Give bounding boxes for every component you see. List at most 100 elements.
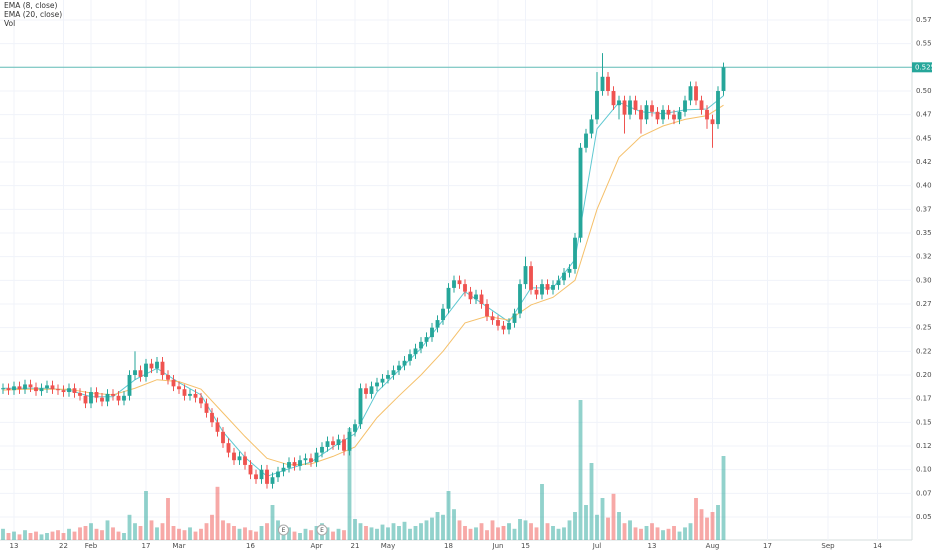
volume-bar xyxy=(144,491,148,540)
candle-body xyxy=(72,388,77,393)
volume-bar xyxy=(292,531,297,540)
volume-bar xyxy=(584,505,588,540)
candle-body xyxy=(83,395,88,404)
candle-body xyxy=(78,392,82,396)
candle-body xyxy=(716,90,720,125)
volume-bar xyxy=(94,528,99,540)
candle-body xyxy=(336,439,341,446)
y-tick-label: 0.400 xyxy=(916,182,932,190)
volume-bar xyxy=(358,523,363,540)
volume-bar xyxy=(441,514,445,540)
candle-body xyxy=(116,395,121,401)
x-tick-label: Jul xyxy=(592,542,602,550)
volume-bar xyxy=(485,530,489,540)
candle-body xyxy=(34,387,38,392)
candle-body xyxy=(501,325,506,330)
candle-body xyxy=(342,439,346,451)
candle-body xyxy=(705,109,709,120)
candle-body xyxy=(270,477,275,484)
x-tick-label: 17 xyxy=(763,542,772,550)
volume-bar xyxy=(56,530,60,540)
x-tick-label: May xyxy=(381,542,395,550)
candle-body xyxy=(100,397,104,402)
candle-body xyxy=(666,109,671,115)
candle-body xyxy=(94,392,99,398)
volume-bar xyxy=(705,517,709,540)
y-tick-label: 0.175 xyxy=(916,395,932,403)
candle-body xyxy=(600,76,605,91)
volume-bar xyxy=(116,531,121,540)
candle-body xyxy=(309,458,313,463)
y-tick-label: 0.350 xyxy=(916,229,932,237)
volume-bar xyxy=(419,523,423,540)
volume-bar xyxy=(529,523,533,540)
y-tick-label: 0.075 xyxy=(916,489,932,497)
volume-bar xyxy=(287,527,291,540)
volume-bar xyxy=(188,527,192,540)
volume-bar xyxy=(721,456,726,540)
volume-bar xyxy=(424,520,429,540)
volume-bar xyxy=(716,505,720,540)
volume-bar xyxy=(276,520,280,540)
volume-bar xyxy=(182,530,187,540)
volume-bar xyxy=(639,528,643,540)
volume-bar xyxy=(556,528,561,540)
event-label: E xyxy=(320,527,324,534)
candle-body xyxy=(644,105,649,120)
volume-bar xyxy=(386,527,390,540)
candle-body xyxy=(655,111,660,120)
volume-bar xyxy=(34,531,38,540)
volume-bar xyxy=(199,528,203,540)
candle-body xyxy=(397,365,401,371)
candle-body xyxy=(375,382,379,387)
volume-bar xyxy=(617,512,621,540)
volume-bar xyxy=(457,520,462,540)
x-tick-label: 13 xyxy=(648,542,657,550)
volume-bar xyxy=(314,526,319,540)
candle-body xyxy=(353,424,357,432)
volume-bar xyxy=(633,527,638,540)
volume-bar xyxy=(138,526,143,540)
candle-layer xyxy=(1,53,726,489)
candle-body xyxy=(182,389,187,396)
volume-bar xyxy=(177,528,181,540)
volume-bar xyxy=(61,533,66,540)
legend-entry: Vol xyxy=(4,19,15,28)
volume-bar xyxy=(369,527,374,540)
x-tick-label: 14 xyxy=(873,542,882,550)
candle-body xyxy=(523,266,528,285)
candle-body xyxy=(50,385,55,390)
candle-body xyxy=(89,392,93,404)
volume-bar xyxy=(523,520,528,540)
candle-body xyxy=(243,456,247,465)
volume-bar xyxy=(562,527,566,540)
candle-body xyxy=(386,374,390,379)
volume-bar xyxy=(490,520,495,540)
volume-bar xyxy=(435,512,440,540)
candle-body xyxy=(413,348,418,355)
candle-body xyxy=(650,105,654,112)
candle-body xyxy=(622,100,627,115)
volume-bar xyxy=(254,531,258,540)
candle-body xyxy=(694,86,698,101)
volume-bar xyxy=(364,526,368,540)
candle-body xyxy=(672,114,676,120)
y-tick-label: 0.300 xyxy=(916,276,932,284)
volume-bar xyxy=(6,533,11,540)
candle-body xyxy=(61,390,66,393)
x-tick-label: 18 xyxy=(444,542,453,550)
y-tick-label: 0.275 xyxy=(916,300,932,308)
candle-body xyxy=(463,284,467,292)
legend-entry: EMA (20, close) xyxy=(4,10,62,19)
event-marker xyxy=(316,524,328,536)
volume-bar xyxy=(534,527,539,540)
candle-body xyxy=(688,86,693,101)
candle-body xyxy=(105,393,110,402)
candle-body xyxy=(661,109,665,120)
candle-body xyxy=(133,370,137,375)
volume-bar xyxy=(237,528,242,540)
candle-body xyxy=(611,90,616,106)
volume-bar xyxy=(710,512,715,540)
x-tick-label: 15 xyxy=(521,542,530,550)
volume-bar xyxy=(479,523,484,540)
